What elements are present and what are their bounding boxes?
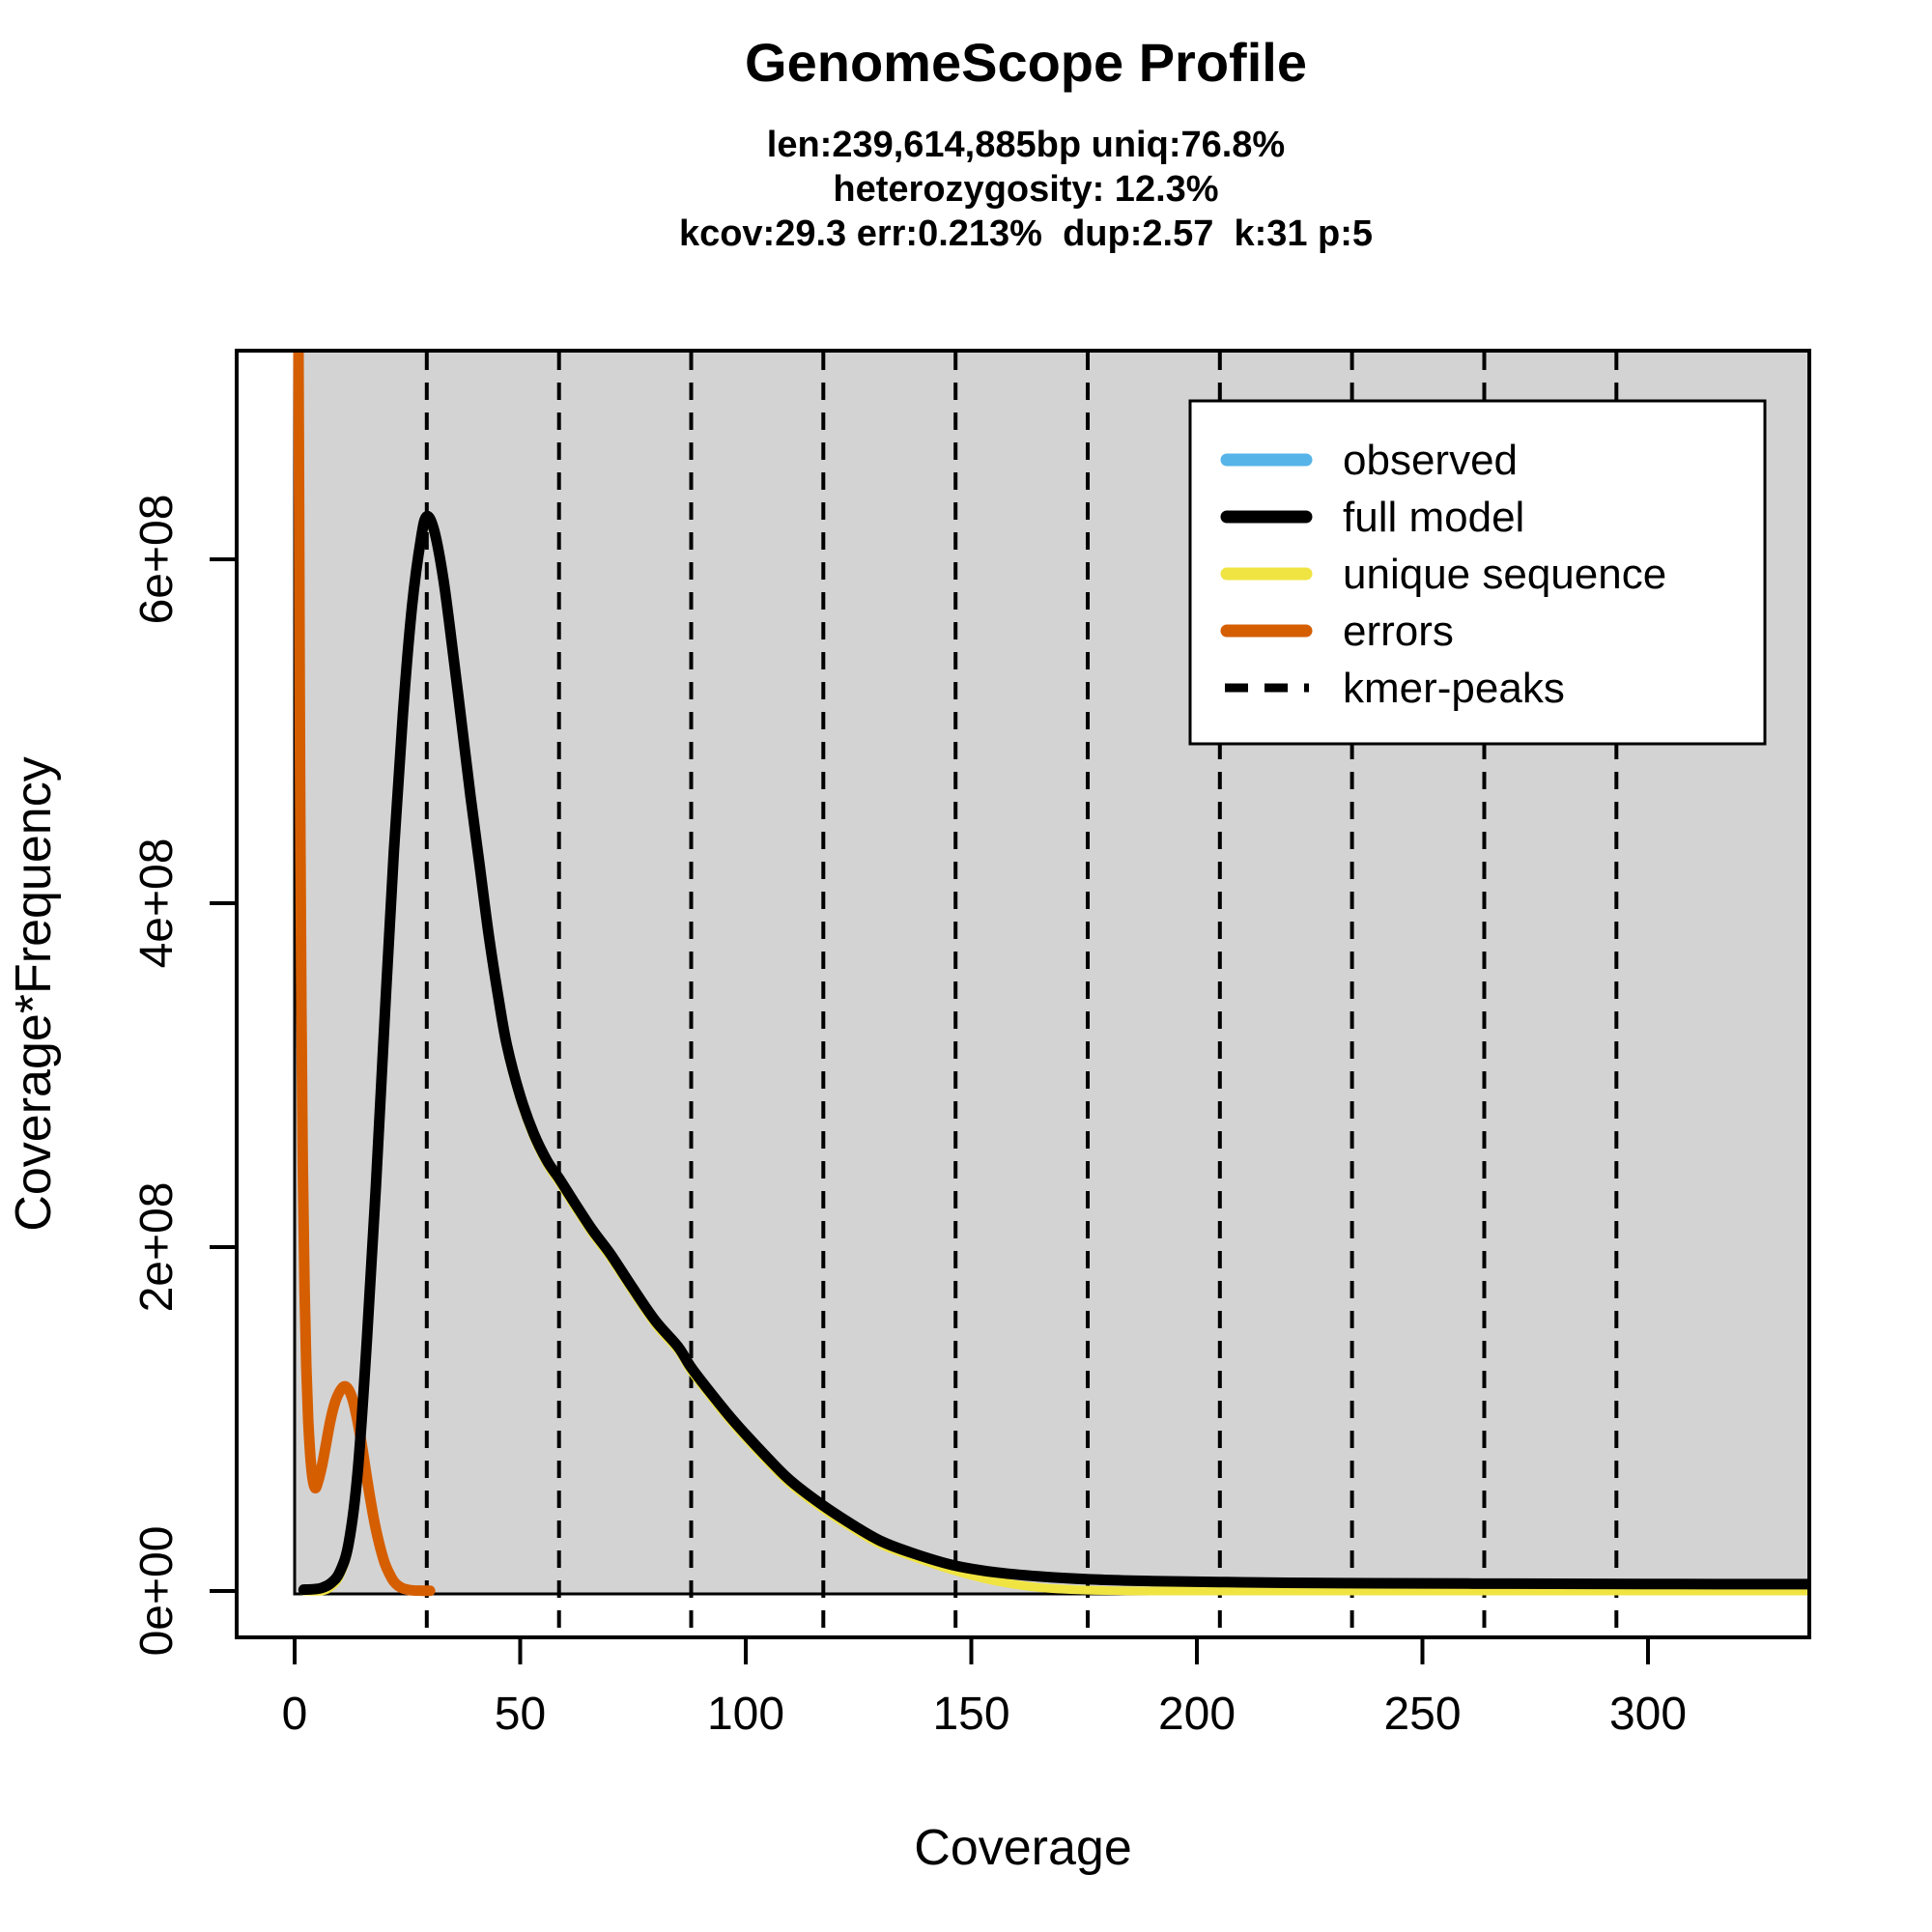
y-tick-label-0e+00: 0e+00 bbox=[131, 1526, 183, 1657]
legend-label-observed: observed bbox=[1343, 437, 1518, 484]
panel-border bbox=[235, 349, 1811, 1639]
x-tick-label-200: 200 bbox=[1158, 1689, 1236, 1740]
x-tick-label-150: 150 bbox=[932, 1689, 1009, 1740]
legend-label-kmer-peaks: kmer-peaks bbox=[1343, 665, 1565, 712]
x-axis-title: Coverage bbox=[914, 1820, 1131, 1876]
y-tick-label-2e+08: 2e+08 bbox=[131, 1182, 183, 1313]
full-model-curve bbox=[298, 510, 1807, 1596]
x-tick-label-100: 100 bbox=[707, 1689, 784, 1740]
x-tick-label-300: 300 bbox=[1609, 1689, 1687, 1740]
legend-label-unique-sequence: unique sequence bbox=[1343, 551, 1666, 598]
errors-curve bbox=[293, 353, 436, 1597]
legend-label-full-model: full model bbox=[1343, 494, 1524, 541]
subtitle-length-uniq: len:239,614,885bp uniq:76.8% bbox=[767, 125, 1285, 165]
y-tick-label-4e+08: 4e+08 bbox=[131, 838, 183, 969]
legend: observed full model unique sequence erro… bbox=[1188, 399, 1767, 746]
y-axis-title: Coverage*Frequency bbox=[6, 756, 62, 1231]
x-tick-label-250: 250 bbox=[1383, 1689, 1461, 1740]
x-tick-label-0: 0 bbox=[282, 1689, 308, 1740]
subtitle-model-params: kcov:29.3 err:0.213% dup:2.57 k:31 p:5 bbox=[679, 213, 1373, 254]
subtitle-heterozygosity: heterozygosity: 12.3% bbox=[833, 169, 1218, 210]
x-axis: 0 50 100 150 200 250 300 bbox=[282, 1637, 1687, 1740]
x-tick-label-50: 50 bbox=[495, 1689, 546, 1740]
y-axis: 0e+00 2e+08 4e+08 6e+08 bbox=[131, 495, 237, 1657]
page-title: GenomeScope Profile bbox=[745, 32, 1307, 93]
legend-label-errors: errors bbox=[1343, 608, 1454, 655]
y-tick-label-6e+08: 6e+08 bbox=[131, 495, 183, 625]
